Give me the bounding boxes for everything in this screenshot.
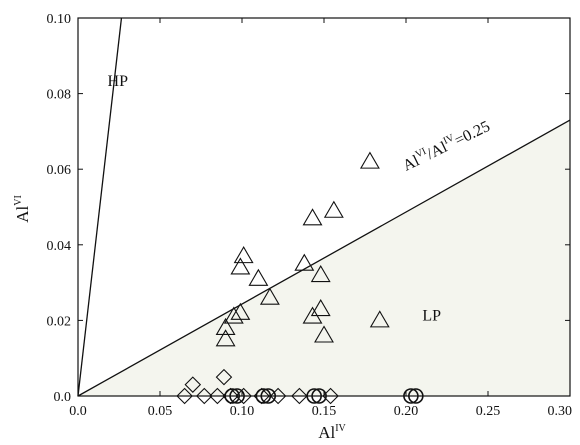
- triangle-marker: [233, 246, 254, 264]
- y-tick-label: 0.04: [47, 239, 72, 254]
- x-axis-label: AlIV: [318, 423, 346, 442]
- reference-line-2: [77, 119, 571, 397]
- triangle-marker: [259, 287, 280, 305]
- reference-line-1: [77, 17, 123, 397]
- y-tick-label: 0.06: [47, 163, 72, 178]
- circle-marker: [408, 388, 424, 404]
- triangle-marker: [314, 325, 334, 343]
- triangle-marker: [323, 200, 344, 218]
- x-tick-label: 0.25: [476, 404, 501, 419]
- triangle-marker: [248, 268, 269, 286]
- triangle-marker: [310, 298, 331, 317]
- diamond-marker: [291, 387, 308, 405]
- diamond-marker: [269, 387, 287, 405]
- y-axis-label-base: Al: [13, 206, 32, 223]
- y-tick-label: 0.0: [54, 390, 72, 405]
- y-axis-label-superscript: VI: [13, 195, 24, 206]
- annotation-text: Al: [400, 152, 422, 175]
- diamond-marker: [215, 368, 233, 386]
- x-axis-label-superscript: IV: [335, 423, 346, 434]
- diamond-marker: [196, 387, 213, 405]
- diamond-marker: [184, 376, 202, 393]
- triangle-marker: [230, 302, 251, 320]
- x-tick-label: 0.30: [548, 404, 573, 419]
- triangle-marker: [223, 306, 244, 324]
- triangle-marker: [215, 317, 236, 335]
- triangle-marker: [302, 208, 323, 226]
- x-tick-label: 0.10: [230, 404, 255, 419]
- diamond-marker: [209, 387, 226, 405]
- diamond-marker: [176, 387, 193, 405]
- data-markers: [176, 151, 424, 405]
- region-label-hp: HP: [108, 73, 129, 90]
- ratio-line-annotation: AlVI/AlIV=0.25: [399, 116, 492, 175]
- circle-marker: [311, 388, 327, 404]
- y-axis-label: AlVI: [13, 195, 32, 223]
- y-tick-label: 0.08: [47, 88, 72, 103]
- circle-marker: [255, 388, 272, 404]
- triangle-marker: [294, 253, 315, 271]
- x-tick-label: 0.05: [148, 404, 173, 419]
- triangle-marker: [359, 151, 380, 169]
- x-axis-label-base: Al: [318, 423, 335, 442]
- x-tick-label: 0.15: [312, 404, 337, 419]
- y-tick-label: 0.02: [47, 314, 72, 329]
- y-axis-ticks: 0.0 0.02 0.04 0.06 0.08 0.10: [47, 12, 570, 405]
- circle-marker: [306, 388, 322, 404]
- x-tick-label: 0.0: [69, 404, 87, 419]
- circle-marker: [224, 388, 240, 404]
- annotation-superscript: VI: [414, 146, 428, 161]
- triangle-marker: [310, 264, 331, 283]
- x-axis-ticks: 0.0 0.05 0.10 0.15 0.20 0.25 0.30: [69, 18, 572, 419]
- plot-area: 0.00.020.040.060.080.10 0.0 0.05 0.10 0.15 0…: [47, 12, 573, 419]
- triangle-marker: [215, 329, 236, 347]
- triangle-marker: [230, 257, 251, 275]
- x-tick-label: 0.20: [394, 404, 419, 419]
- annotation-text: =0.25: [452, 118, 493, 150]
- region-label-lp: LP: [422, 307, 441, 324]
- reference-lines: [77, 17, 571, 397]
- circle-marker: [403, 388, 419, 404]
- circle-marker: [260, 388, 277, 404]
- circle-marker: [229, 388, 245, 404]
- triangle-marker: [369, 310, 390, 328]
- y-tick-label: 0.10: [47, 12, 72, 27]
